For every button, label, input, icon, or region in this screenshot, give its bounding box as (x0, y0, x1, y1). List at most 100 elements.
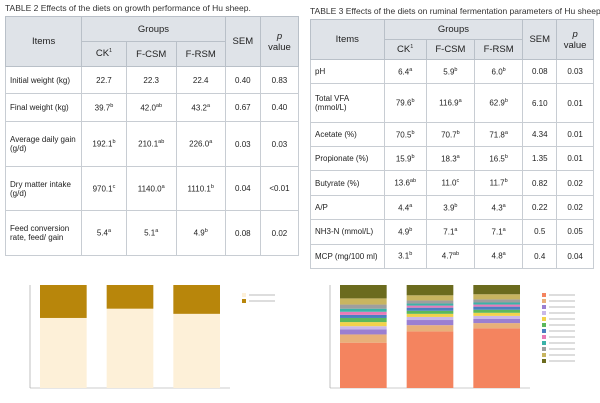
significance-letter: a (161, 183, 165, 190)
cell-value: 62.9 (489, 98, 505, 108)
cell-value: 210.1 (138, 140, 159, 150)
table-cell: 5.9b (425, 58, 476, 85)
row-label: Propionate (%) (310, 146, 385, 172)
chart (29, 285, 275, 389)
bar-segment (473, 315, 520, 319)
cell-value: 16.5 (489, 154, 505, 164)
table-row: Propionate (%) 15.9b 18.3a 16.5b 1.35 0.01 (310, 146, 594, 172)
table-cell: 0.01 (556, 121, 594, 148)
group-name: F-RSM (185, 48, 216, 60)
significance-letter: a (502, 227, 506, 233)
cell-value: 42.0 (140, 103, 156, 113)
significance-letter: a (504, 129, 508, 136)
table-cell: 0.4 (522, 243, 558, 270)
table-cell: 5.4a (81, 210, 127, 256)
table-cell: 13.6ab (383, 170, 427, 196)
significance-letter: b (504, 153, 508, 160)
table-cell: 0.03 (224, 121, 261, 167)
cell-value: 70.7 (441, 130, 457, 140)
table-cell: 22.3 (125, 65, 177, 95)
row-label: Final weight (kg) (4, 93, 83, 123)
table-cell: 79.6b (383, 83, 427, 123)
significance-letter: a (458, 98, 462, 105)
row-label: Average daily gain (g/d) (4, 121, 83, 167)
header-cell: F-RSM (474, 39, 524, 60)
table-cell: 0.83 (259, 65, 300, 95)
table-cell: 4.3a (474, 194, 524, 221)
row-label: Initial weight (kg) (4, 65, 83, 95)
significance-letter: a (456, 153, 460, 160)
table-row: Initial weight (kg) 22.7 22.3 22.4 0.40 0.83 (4, 65, 300, 95)
group-name: F-RSM (483, 44, 514, 55)
bar-segment (406, 295, 454, 301)
bar-segment (406, 300, 454, 304)
row-label: Butyrate (%) (310, 170, 385, 196)
significance-letter: b (110, 102, 114, 109)
table-cell: 0.08 (224, 210, 261, 256)
table-cell: 1.35 (522, 146, 558, 172)
cell-value: 22.3 (143, 75, 159, 85)
legend-swatch (242, 299, 246, 303)
table-cell: 192.1b (81, 121, 127, 167)
row-label: A/P (310, 194, 385, 221)
significance-letter: a (502, 251, 506, 258)
table-row: Average daily gain (g/d) 192.1b 210.1ab 226… (4, 121, 300, 167)
bar-segment (173, 313, 220, 388)
cell-value: 4.9 (193, 229, 205, 239)
header-cell: Items (310, 19, 385, 60)
significance-letter: c (456, 178, 460, 185)
header-text: value (563, 39, 587, 51)
table-cell: 18.3a (425, 146, 476, 172)
significance-letter: c (112, 183, 116, 190)
significance-letter: b (112, 139, 116, 146)
group-name: F-CSM (435, 44, 466, 55)
bar-segment (406, 316, 454, 321)
table-cell: 210.1ab (125, 121, 177, 167)
table-cell: 4.8a (474, 243, 524, 270)
cell-value: 1110.1 (187, 184, 211, 194)
table-cell: 226.0a (175, 121, 226, 167)
cell-value: 3.9 (443, 203, 455, 213)
table-cell: 0.03 (556, 58, 594, 85)
bar-segment (40, 317, 87, 388)
header-row: CK1 F-CSM F-RSM (311, 39, 594, 60)
significance-letter: a (155, 228, 159, 235)
table-cell: 71.8a (474, 121, 524, 148)
legend-swatch (542, 329, 546, 333)
significance-letter: ab (452, 251, 460, 258)
group-name: F-CSM (136, 48, 167, 60)
cell-value: 43.2 (191, 103, 207, 113)
bar-segment (340, 308, 387, 312)
table-cell: 5.1a (125, 210, 177, 256)
table-cell: 15.9b (383, 146, 427, 172)
header-text: p (572, 28, 578, 40)
table-row: Butyrate (%) 13.6ab 11.0c 11.7b 0.82 0.02 (310, 170, 594, 196)
cell-value: 22.7 (96, 75, 112, 85)
significance-letter: ab (155, 102, 163, 109)
bar-segment (473, 328, 520, 388)
table-cell: 0.02 (556, 194, 594, 221)
legend-swatch (242, 293, 246, 297)
bar-segment (406, 331, 454, 388)
bar-segment (340, 342, 387, 388)
table-cell: 39.7b (81, 93, 127, 123)
header-row: CK1 F-CSM F-RSM (6, 41, 299, 67)
significance-letter: a (502, 202, 506, 209)
significance-letter: a (206, 102, 211, 109)
header-cell: CK1 (383, 39, 427, 60)
table: Items Groups SEM p value CK1 F-CSM F-RSM pH 6.4a 5… (310, 19, 594, 270)
cell-value: 13.6 (394, 178, 410, 188)
table-cell: 3.9b (425, 194, 476, 221)
header-cell: F-RSM (175, 41, 226, 67)
cell-value: 7.1 (491, 227, 503, 237)
legend-swatch (542, 341, 546, 345)
chart (329, 285, 575, 389)
bar-segment (406, 303, 454, 306)
table-cell: 3.1b (383, 243, 427, 270)
header-row: Items Groups SEM p value (4, 16, 300, 67)
header-cell: p value (259, 16, 300, 67)
cell-value: 1140.0 (137, 184, 162, 194)
significance-letter: b (411, 98, 415, 105)
table-block: TABLE 2 Effects of the diets on growth p… (4, 3, 300, 256)
